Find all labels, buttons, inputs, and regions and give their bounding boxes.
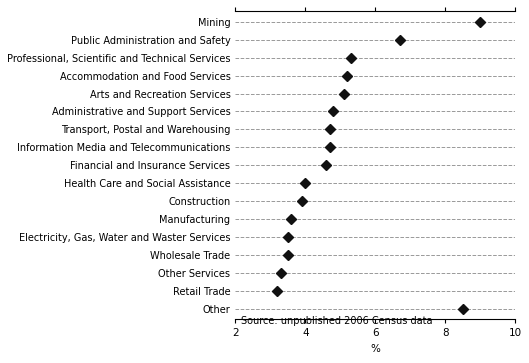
Text: Source: unpublished 2006 Census data: Source: unpublished 2006 Census data xyxy=(241,315,432,326)
X-axis label: %: % xyxy=(370,344,380,354)
